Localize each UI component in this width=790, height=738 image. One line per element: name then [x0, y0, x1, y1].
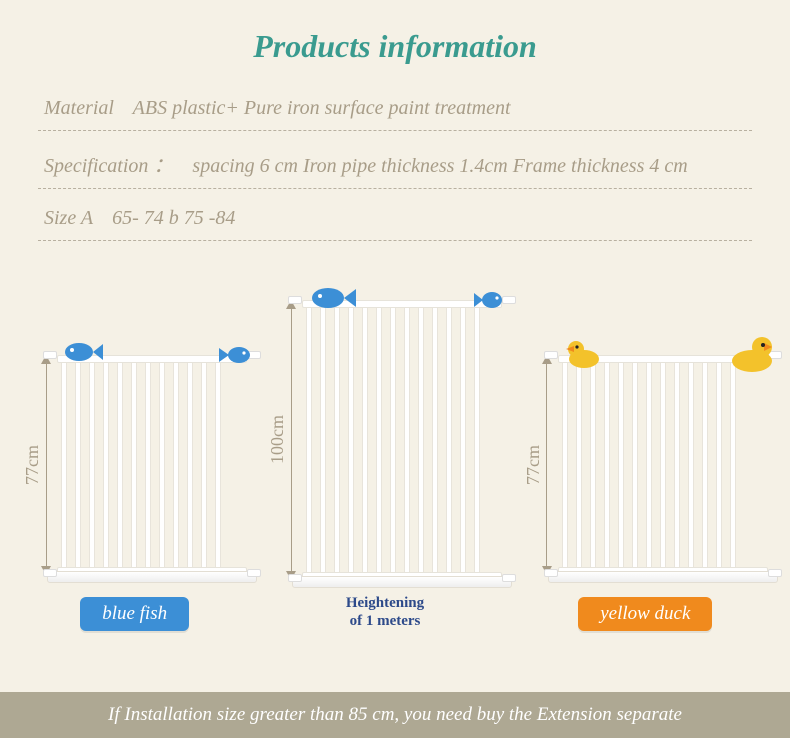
gate-bar [646, 355, 652, 575]
gate-wrap-right: 77cm [523, 355, 768, 575]
gate-bar [145, 355, 151, 575]
gate-bar [201, 355, 207, 575]
gate-bar [404, 300, 410, 580]
gate-bar [320, 300, 326, 580]
gate-bar [446, 300, 452, 580]
gate-bar [702, 355, 708, 575]
gate-bar [334, 300, 340, 580]
gate-bar [730, 355, 736, 575]
gate-bar [590, 355, 596, 575]
gate-bar [61, 355, 67, 575]
info-row-material: Material ABS plastic+ Pure iron surface … [38, 85, 752, 131]
height-arrow-right [540, 355, 554, 575]
size-label: Size A [44, 207, 93, 229]
gate-bar [432, 300, 438, 580]
caption-line2: of 1 meters [346, 612, 424, 631]
material-label: Material [44, 97, 114, 119]
gate-bar [89, 355, 95, 575]
gate-bar [660, 355, 666, 575]
products-row: 77cm blue fish 100cm [0, 271, 790, 631]
gate-bar [390, 300, 396, 580]
fish-icon [63, 341, 103, 363]
gate-bar [576, 355, 582, 575]
gate-bar [131, 355, 137, 575]
fish-icon [219, 345, 251, 365]
gate-bar [474, 300, 480, 580]
gate-bar [103, 355, 109, 575]
duck-icon [564, 339, 602, 369]
info-row-size: Size A 65- 74 b 75 -84 [38, 195, 752, 241]
caption-heightening: Heightening of 1 meters [346, 594, 424, 632]
gate-bar [215, 355, 221, 575]
gate-bar [306, 300, 312, 580]
gate-bar [75, 355, 81, 575]
specification-value: spacing 6 cm Iron pipe thickness 1.4cm F… [192, 155, 687, 177]
gate-bar [604, 355, 610, 575]
gate-bar [716, 355, 722, 575]
gate-bar [187, 355, 193, 575]
size-value: 65- 74 b 75 -84 [112, 207, 235, 229]
duck-icon [726, 335, 774, 373]
fish-icon [310, 286, 356, 310]
specification-label: Specification ： [44, 155, 173, 177]
gate-right [558, 355, 768, 575]
gate-left [57, 355, 247, 575]
height-arrow-left [39, 355, 53, 575]
badge-yellow-duck: yellow duck [578, 597, 712, 631]
gate-bar [348, 300, 354, 580]
gate-bar [562, 355, 568, 575]
footer-note: If Installation size greater than 85 cm,… [0, 692, 790, 738]
product-middle: 100cm Heightening of 1 meters [267, 300, 502, 632]
gate-bar [674, 355, 680, 575]
caption-line1: Heightening [346, 594, 424, 613]
gate-bar [618, 355, 624, 575]
fish-icon [474, 290, 504, 310]
info-row-specification: Specification ： spacing 6 cm Iron pipe t… [38, 137, 752, 189]
gate-bar [159, 355, 165, 575]
product-right: 77cm yellow duck [523, 355, 768, 631]
gate-bar [688, 355, 694, 575]
product-left: 77cm blue fish [22, 355, 247, 631]
material-value: ABS plastic+ Pure iron surface paint tre… [133, 97, 511, 119]
gate-wrap-middle: 100cm [267, 300, 502, 580]
gate-middle [302, 300, 502, 580]
gate-bar [376, 300, 382, 580]
badge-blue-fish: blue fish [80, 597, 189, 631]
gate-wrap-left: 77cm [22, 355, 247, 575]
page-title: Products information [0, 0, 790, 85]
gate-bar [632, 355, 638, 575]
height-arrow-middle [284, 300, 298, 580]
gate-bar [173, 355, 179, 575]
gate-bar [418, 300, 424, 580]
gate-bar [117, 355, 123, 575]
gate-bar [460, 300, 466, 580]
gate-bar [362, 300, 368, 580]
